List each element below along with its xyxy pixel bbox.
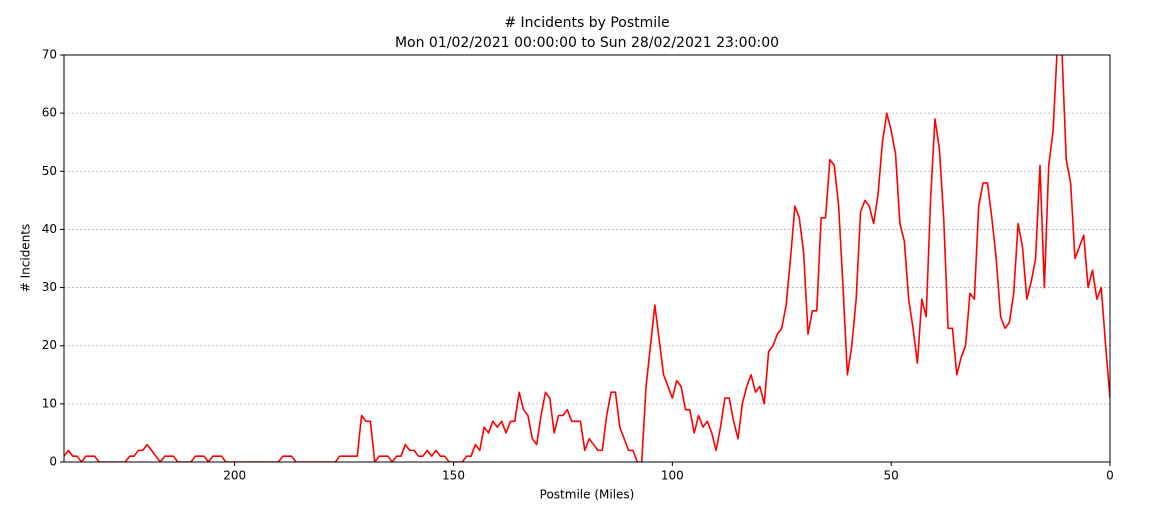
x-tick-label: 150 xyxy=(442,469,465,483)
y-tick-label: 40 xyxy=(42,222,57,236)
plot-frame xyxy=(63,54,1111,463)
x-axis-label: Postmile (Miles) xyxy=(540,488,635,502)
y-tick-label: 10 xyxy=(42,396,57,410)
chart-title: # Incidents by Postmile xyxy=(504,15,669,31)
y-tick-label: 20 xyxy=(42,338,57,352)
data-line xyxy=(64,55,1110,462)
y-tick-label: 70 xyxy=(42,48,57,62)
x-tick-label: 0 xyxy=(1106,469,1114,483)
chart-subtitle: Mon 01/02/2021 00:00:00 to Sun 28/02/202… xyxy=(395,35,779,51)
x-tick-label: 200 xyxy=(223,469,246,483)
y-tick-label: 60 xyxy=(42,106,57,120)
y-tick-label: 50 xyxy=(42,164,57,178)
x-tick-label: 50 xyxy=(884,469,899,483)
x-tick-label: 100 xyxy=(661,469,684,483)
y-tick-label: 0 xyxy=(49,455,57,469)
y-tick-label: 30 xyxy=(42,280,57,294)
y-axis-label: # Incidents xyxy=(19,224,33,293)
